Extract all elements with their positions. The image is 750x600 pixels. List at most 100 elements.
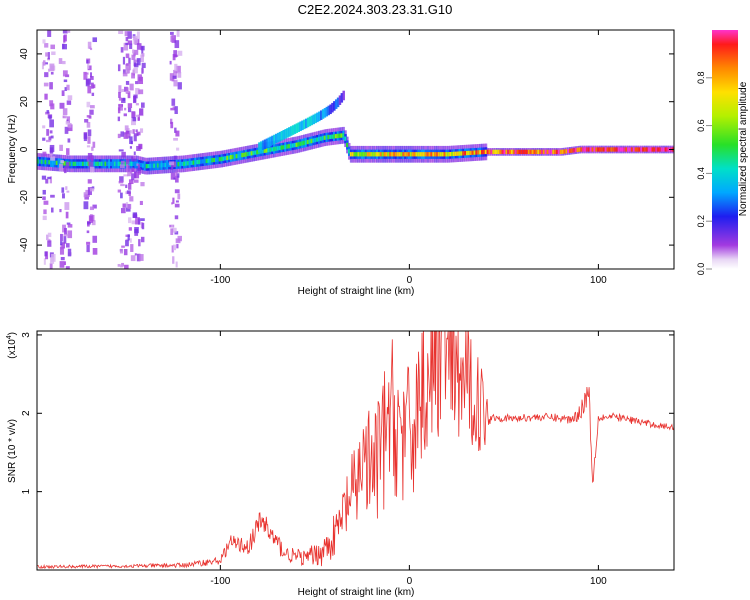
heatmap-cell bbox=[67, 230, 73, 239]
heatmap-cell bbox=[164, 162, 167, 168]
heatmap-cell bbox=[83, 71, 87, 80]
heatmap-cell bbox=[176, 30, 180, 37]
heatmap-cell bbox=[333, 101, 336, 111]
heatmap-cell bbox=[141, 222, 145, 230]
heatmap-cell bbox=[233, 154, 237, 159]
heatmap-cell bbox=[63, 161, 66, 166]
heatmap-cell bbox=[162, 162, 165, 168]
heatmap-cell bbox=[124, 264, 129, 269]
heatmap-cell bbox=[331, 134, 334, 139]
heatmap-cell bbox=[133, 37, 138, 45]
heatmap-cell bbox=[89, 47, 93, 51]
heatmap-cell bbox=[338, 133, 342, 138]
heatmap-cell bbox=[256, 150, 259, 155]
heatmap-cell bbox=[120, 192, 123, 199]
heatmap-cell bbox=[314, 137, 317, 143]
heatmap-cell bbox=[63, 79, 68, 83]
heatmap-ytick-label: 0 bbox=[19, 146, 30, 152]
heatmap-cell bbox=[522, 149, 525, 155]
heatmap-cell bbox=[336, 97, 340, 108]
heatmap-cell bbox=[66, 30, 71, 33]
heatmap-cell bbox=[125, 53, 130, 59]
heatmap-cell bbox=[87, 179, 92, 184]
heatmap-cell bbox=[92, 235, 98, 243]
heatmap-cell bbox=[392, 152, 396, 157]
heatmap-cell bbox=[276, 146, 280, 151]
heatmap-cell bbox=[85, 189, 90, 197]
heatmap-cell bbox=[342, 90, 345, 101]
heatmap-cell bbox=[430, 152, 433, 157]
heatmap-cell bbox=[129, 196, 134, 202]
heatmap-marks bbox=[37, 30, 674, 269]
heatmap-cell bbox=[137, 74, 142, 82]
heatmap-cell bbox=[342, 133, 345, 138]
heatmap-cell bbox=[46, 129, 50, 136]
heatmap-cell bbox=[645, 147, 649, 152]
heatmap-cell bbox=[323, 108, 327, 118]
heatmap-cell bbox=[312, 138, 315, 143]
heatmap-cell bbox=[649, 147, 653, 152]
heatmap-cell bbox=[125, 184, 128, 189]
heatmap-cell bbox=[135, 81, 139, 85]
snr-xlabel: Height of straight line (km) bbox=[298, 587, 415, 598]
heatmap-cell bbox=[169, 60, 172, 65]
heatmap-cell bbox=[153, 163, 156, 168]
heatmap-cell bbox=[308, 116, 312, 127]
heatmap-cell bbox=[173, 161, 177, 168]
heatmap-cell bbox=[359, 152, 362, 157]
heatmap-cell bbox=[400, 152, 403, 157]
heatmap-cell bbox=[540, 149, 544, 155]
heatmap-cell bbox=[130, 255, 136, 262]
heatmap-cell bbox=[319, 136, 323, 141]
heatmap-cell bbox=[122, 97, 126, 101]
heatmap-cell bbox=[86, 244, 90, 253]
heatmap-cell bbox=[62, 70, 68, 77]
snr-xtick-label: 100 bbox=[590, 576, 607, 587]
heatmap-cell bbox=[376, 152, 379, 157]
heatmap-cell bbox=[436, 152, 439, 157]
heatmap-cell bbox=[91, 92, 95, 97]
heatmap-cell bbox=[291, 125, 295, 135]
heatmap-cell bbox=[170, 172, 176, 180]
heatmap-cell bbox=[131, 173, 135, 181]
heatmap-cell bbox=[653, 147, 656, 152]
heatmap-cell bbox=[66, 100, 72, 105]
heatmap-cell bbox=[361, 152, 364, 157]
heatmap-cell bbox=[42, 39, 46, 44]
heatmap-cell bbox=[610, 147, 613, 152]
heatmap-cell bbox=[346, 142, 349, 148]
heatmap-cell bbox=[130, 244, 134, 252]
heatmap-cell bbox=[282, 130, 285, 140]
heatmap-cell bbox=[51, 51, 56, 56]
heatmap-cell bbox=[252, 150, 255, 156]
heatmap-cell bbox=[87, 65, 92, 71]
heatmap-cell bbox=[141, 163, 145, 168]
colorbar-tick-label: 0.8 bbox=[696, 72, 706, 85]
heatmap-cell bbox=[43, 82, 49, 87]
heatmap-cell bbox=[449, 152, 452, 157]
heatmap-cell bbox=[124, 125, 129, 131]
heatmap-cell bbox=[462, 151, 465, 156]
heatmap-cell bbox=[629, 147, 632, 152]
heatmap-cell bbox=[170, 121, 174, 129]
heatmap-cell bbox=[537, 149, 540, 155]
heatmap-cell bbox=[123, 42, 129, 51]
heatmap-cell bbox=[304, 140, 308, 145]
heatmap-cell bbox=[136, 43, 142, 50]
heatmap-cell bbox=[132, 49, 135, 54]
heatmap-cell bbox=[299, 141, 302, 147]
heatmap-cell bbox=[374, 152, 377, 157]
heatmap-cell bbox=[608, 147, 611, 152]
heatmap-cell bbox=[173, 137, 178, 141]
heatmap-cell bbox=[158, 163, 162, 168]
heatmap-xtick-label: 0 bbox=[407, 275, 413, 286]
heatmap-cell bbox=[38, 159, 42, 164]
heatmap-cell bbox=[544, 149, 548, 155]
heatmap-cell bbox=[600, 147, 604, 152]
heatmap-cell bbox=[218, 157, 222, 162]
heatmap-cell bbox=[318, 111, 321, 122]
heatmap-cell bbox=[340, 93, 344, 103]
heatmap-cell bbox=[92, 214, 95, 222]
heatmap-cell bbox=[409, 152, 413, 157]
heatmap-cell bbox=[239, 153, 242, 158]
